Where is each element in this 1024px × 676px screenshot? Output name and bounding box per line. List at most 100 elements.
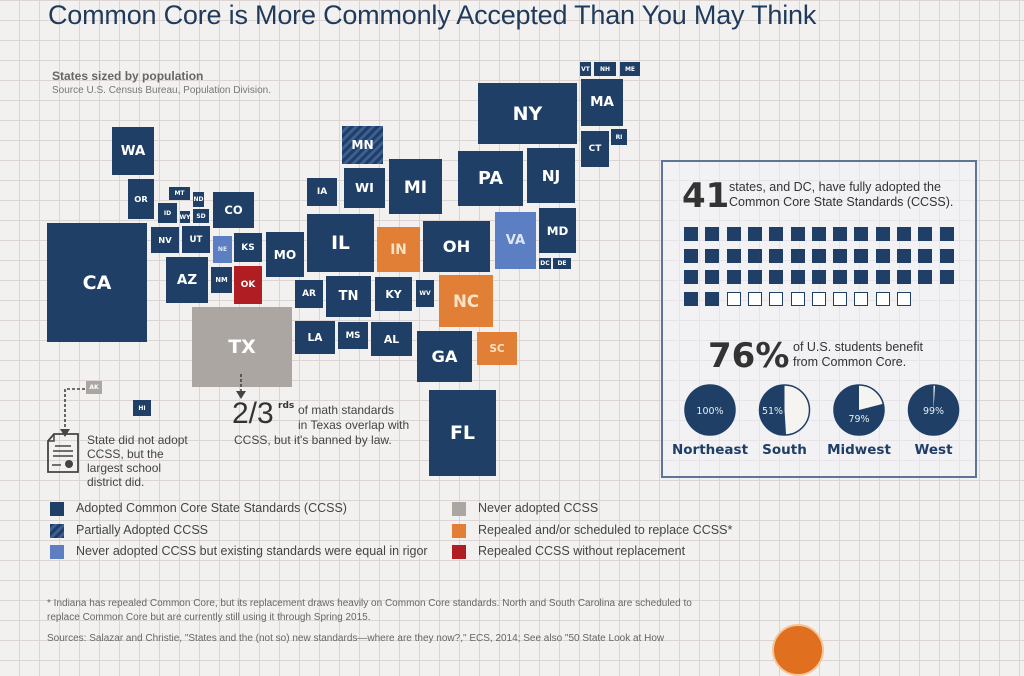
state-label: WI (355, 180, 374, 196)
state-label: MI (403, 176, 428, 197)
state-sd: SD (193, 209, 209, 223)
legend-label: Never adopted CCSS (478, 501, 599, 515)
state-label: IN (390, 241, 407, 258)
state-label: MN (351, 138, 374, 152)
waffle-box-filled (918, 227, 933, 241)
state-label: PA (478, 168, 503, 189)
state-in: IN (377, 227, 420, 272)
state-label: TX (228, 336, 256, 358)
waffle-box-filled (854, 270, 869, 284)
texas-note-line1: of math standards (298, 403, 395, 417)
state-nd: ND (193, 192, 204, 207)
waffle-box-filled (769, 270, 784, 284)
texas-note-line3: CCSS, but it's banned by law. (234, 433, 392, 447)
pie-slice-south (759, 385, 787, 435)
state-tx: TX (192, 307, 292, 387)
waffle-box-filled (790, 270, 805, 284)
state-id: ID (158, 203, 177, 223)
state-label: MS (345, 330, 361, 341)
state-label: VA (505, 233, 526, 248)
waffle-box-filled (918, 270, 933, 284)
state-label: RI (615, 133, 623, 141)
legend-label: Never adopted CCSS but existing standard… (76, 544, 428, 558)
students-percent: 76% (708, 336, 790, 376)
waffle-box-filled (726, 248, 741, 263)
state-wv: WV (416, 280, 434, 307)
waffle-box-filled (811, 270, 826, 284)
waffle-box-filled (705, 248, 720, 263)
states-text-line2: Common Core State Standards (CCSS). (729, 195, 954, 209)
state-ks: KS (234, 233, 262, 262)
pie-slice-northeast (685, 385, 735, 435)
waffle-box-filled (833, 227, 848, 241)
state-label: WA (120, 143, 146, 159)
waffle-box-filled (939, 227, 954, 241)
waffle-box-filled (875, 270, 890, 284)
waffle-box-filled (705, 291, 720, 306)
state-ar: AR (295, 280, 323, 308)
state-label: HI (138, 404, 146, 412)
state-label: NM (215, 276, 228, 284)
waffle-box-filled (790, 227, 805, 241)
state-label: SD (196, 212, 206, 220)
waffle-box-filled (684, 291, 698, 306)
pie-slice-midwest (834, 385, 884, 435)
state-label: MO (273, 247, 297, 262)
state-label: NE (217, 246, 228, 253)
state-co: CO (213, 192, 254, 228)
footnote-line2: replace Common Core but are currently st… (47, 612, 371, 623)
state-ma: MA (581, 79, 623, 126)
state-label: AZ (176, 272, 198, 288)
pie-label: 100% (696, 406, 723, 417)
waffle-box-filled (854, 227, 869, 241)
waffle-box-filled (897, 227, 911, 241)
state-ca: CA (47, 223, 147, 342)
state-label: NY (512, 102, 543, 125)
legend-label: Repealed CCSS without replacement (478, 544, 686, 558)
state-la: LA (295, 321, 335, 354)
legend-swatch-equal-rigor (50, 545, 64, 559)
region-pie-charts: 100% 51% 79% 99% (684, 384, 960, 436)
texas-fraction: 2/3 (232, 397, 274, 430)
region-name: Midwest (827, 442, 891, 458)
logo-icon (772, 624, 824, 676)
state-label: OR (134, 194, 148, 204)
state-al: AL (371, 322, 412, 356)
state-label: AK (89, 384, 99, 391)
state-fl: FL (429, 390, 496, 476)
waffle-box-empty (833, 291, 848, 306)
map-source: Source U.S. Census Bureau, Population Di… (52, 85, 272, 96)
state-label: NH (599, 65, 611, 73)
state-label: ND (193, 196, 204, 203)
region-name: West (914, 442, 953, 458)
waffle-box-empty (897, 291, 911, 306)
waffle-box-filled (811, 227, 826, 241)
state-ky: KY (375, 277, 412, 311)
state-label: WV (419, 290, 431, 297)
state-me: ME (620, 62, 640, 76)
waffle-box-empty (854, 291, 869, 306)
waffle-box-filled (726, 227, 741, 241)
state-label: DC (540, 260, 550, 267)
waffle-box-filled (684, 270, 698, 284)
state-ri: RI (611, 129, 627, 145)
waffle-box-filled (684, 248, 698, 263)
state-ct: CT (581, 131, 609, 167)
legend-label: Partially Adopted CCSS (76, 522, 209, 537)
waffle-box-filled (833, 270, 848, 284)
state-label: MD (546, 223, 569, 238)
state-wy: WY (180, 211, 190, 223)
state-label: KS (241, 242, 255, 253)
state-az: AZ (166, 257, 208, 303)
pie-slice-west (908, 385, 959, 435)
state-label: OK (240, 280, 256, 290)
state-mi: MI (389, 159, 442, 214)
state-label: NJ (541, 166, 561, 185)
texas-note-line2: in Texas overlap with (298, 418, 410, 432)
state-de: DE (553, 258, 571, 269)
waffle-box-filled (769, 248, 784, 263)
state-label: MA (590, 95, 614, 110)
waffle-box-filled (875, 248, 890, 263)
waffle-box-empty (769, 291, 784, 306)
waffle-box-filled (833, 248, 848, 263)
